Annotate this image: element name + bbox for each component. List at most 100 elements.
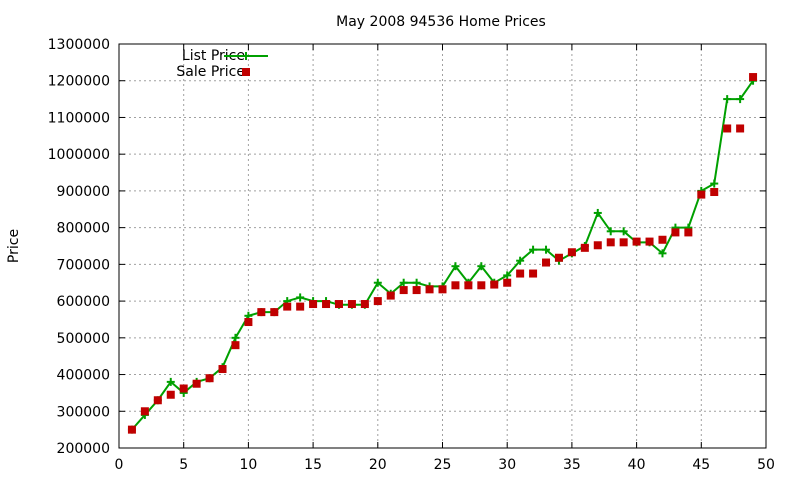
data-point-list-price <box>516 256 525 265</box>
data-point-list-price <box>619 227 628 236</box>
data-point-sale-price <box>529 269 538 278</box>
series-layer <box>127 73 758 434</box>
y-tick-label: 1000000 <box>48 147 110 163</box>
legend-label-sale-price: Sale Price <box>176 64 245 80</box>
data-point-sale-price <box>451 281 460 290</box>
data-point-sale-price <box>645 237 654 246</box>
data-point-sale-price <box>606 238 615 247</box>
data-point-sale-price <box>723 124 732 133</box>
data-point-sale-price <box>554 253 563 262</box>
data-point-sale-price <box>542 258 551 267</box>
x-tick-label: 40 <box>628 457 646 473</box>
data-point-sale-price <box>399 286 408 295</box>
y-tick-label: 600000 <box>57 294 110 310</box>
data-point-list-price <box>231 333 240 342</box>
grid-lines <box>119 44 766 448</box>
data-point-sale-price <box>567 248 576 257</box>
legend: List Price Sale Price <box>176 48 268 80</box>
x-tick-label: 35 <box>563 457 581 473</box>
data-point-list-price <box>503 271 512 280</box>
data-point-sale-price <box>218 365 227 374</box>
y-tick-label: 1300000 <box>48 37 110 53</box>
data-point-sale-price <box>205 374 214 383</box>
data-point-sale-price <box>347 300 356 309</box>
data-point-list-price <box>542 245 551 254</box>
data-point-sale-price <box>270 308 279 317</box>
x-tick-label: 0 <box>115 457 124 473</box>
x-tick-label: 15 <box>304 457 322 473</box>
data-point-list-price <box>710 179 719 188</box>
y-tick-label: 500000 <box>57 331 110 347</box>
x-tick-label: 25 <box>434 457 452 473</box>
y-tick-label: 1200000 <box>48 74 110 90</box>
data-point-list-price <box>412 278 421 287</box>
data-point-list-price <box>723 95 732 104</box>
data-point-sale-price <box>425 285 434 294</box>
x-tick-label: 30 <box>498 457 516 473</box>
series-sale-price <box>127 73 758 434</box>
legend-label-list-price: List Price <box>182 48 245 64</box>
data-point-sale-price <box>309 300 318 309</box>
data-point-sale-price <box>710 188 719 197</box>
y-tick-label: 900000 <box>57 184 110 200</box>
data-point-sale-price <box>334 300 343 309</box>
x-tick-label: 50 <box>757 457 775 473</box>
y-tick-label: 1100000 <box>48 110 110 126</box>
chart-title: May 2008 94536 Home Prices <box>336 14 546 30</box>
data-point-list-price <box>373 278 382 287</box>
y-tick-label: 200000 <box>57 441 110 457</box>
data-point-sale-price <box>127 425 136 434</box>
y-tick-label: 400000 <box>57 368 110 384</box>
x-tick-label: 20 <box>369 457 387 473</box>
x-tick-label: 5 <box>179 457 188 473</box>
data-point-sale-price <box>477 281 486 290</box>
data-point-sale-price <box>153 396 162 405</box>
x-tick-label: 45 <box>692 457 710 473</box>
data-point-list-price <box>736 95 745 104</box>
y-tick-label: 700000 <box>57 257 110 273</box>
data-point-sale-price <box>386 291 395 300</box>
data-point-sale-price <box>179 384 188 393</box>
data-point-sale-price <box>736 124 745 133</box>
data-point-sale-price <box>671 228 680 237</box>
y-axis-label: Price <box>6 229 22 263</box>
data-point-sale-price <box>684 228 693 237</box>
data-point-list-price <box>658 249 667 258</box>
data-point-sale-price <box>619 238 628 247</box>
data-point-sale-price <box>166 390 175 399</box>
data-point-sale-price <box>231 341 240 350</box>
data-point-list-price <box>606 227 615 236</box>
data-point-sale-price <box>192 379 201 388</box>
data-point-list-price <box>477 262 486 271</box>
y-tick-label: 300000 <box>57 404 110 420</box>
data-point-sale-price <box>244 318 253 327</box>
data-point-list-price <box>593 208 602 217</box>
y-tick-label: 800000 <box>57 221 110 237</box>
data-point-sale-price <box>503 278 512 287</box>
data-point-sale-price <box>658 235 667 244</box>
data-point-sale-price <box>464 281 473 290</box>
data-point-sale-price <box>360 300 369 309</box>
x-tick-label: 10 <box>239 457 257 473</box>
data-point-sale-price <box>412 286 421 295</box>
data-point-sale-price <box>632 237 641 246</box>
data-point-sale-price <box>697 190 706 199</box>
data-point-sale-price <box>283 302 292 311</box>
data-point-sale-price <box>749 73 758 82</box>
data-point-sale-price <box>593 241 602 250</box>
legend-marker-list-price <box>242 52 250 60</box>
data-point-sale-price <box>580 243 589 252</box>
axis-ticks: 0 5 10 15 20 25 30 35 40 45 50 200000 300000 400000 50… <box>48 37 775 473</box>
data-point-sale-price <box>140 407 149 416</box>
data-point-sale-price <box>296 302 305 311</box>
data-point-sale-price <box>373 297 382 306</box>
data-point-list-price <box>529 245 538 254</box>
data-point-list-price <box>451 262 460 271</box>
data-point-sale-price <box>257 308 266 317</box>
data-point-list-price <box>399 278 408 287</box>
legend-marker-sale-price <box>242 68 250 76</box>
data-point-sale-price <box>438 285 447 294</box>
data-point-sale-price <box>490 280 499 289</box>
data-point-list-price <box>166 377 175 386</box>
